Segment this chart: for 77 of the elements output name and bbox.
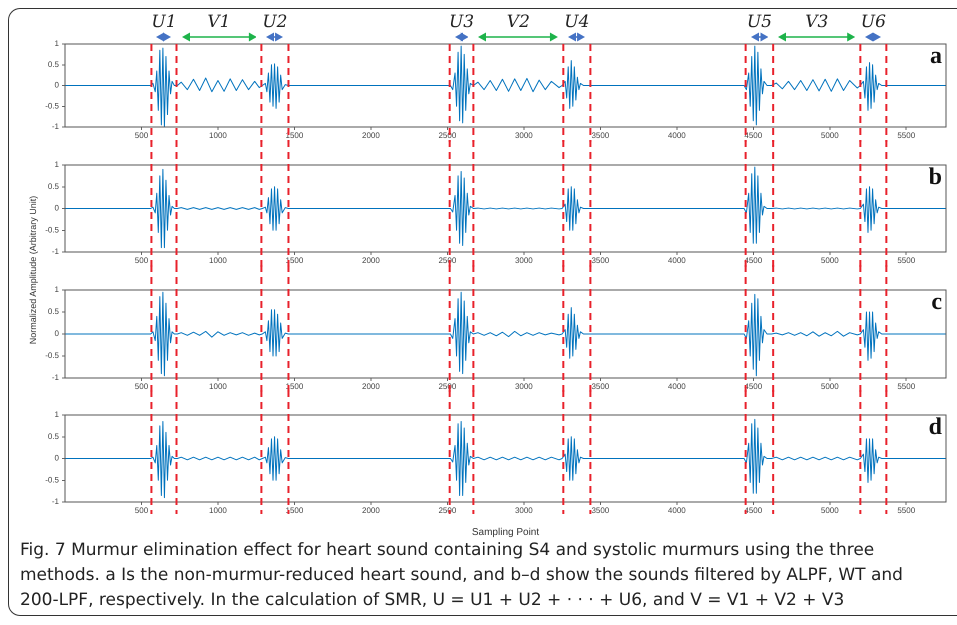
y-tick-label: 0.5 [48, 432, 60, 441]
y-tick-label: 1 [54, 410, 60, 420]
x-tick-label: 5000 [820, 382, 840, 392]
y-tick-label: -0.5 [45, 475, 60, 484]
text: U4 [564, 12, 590, 32]
x-tick-label: 4500 [744, 382, 763, 392]
x-tick-label: 500 [134, 131, 149, 140]
text: U6 [860, 12, 886, 32]
text: V2 [506, 12, 530, 32]
x-tick-label: 4000 [668, 256, 686, 266]
x-tick-label: 2000 [362, 256, 380, 266]
x-tick-label: 5000 [820, 506, 840, 516]
x-tick-label: 2000 [362, 506, 380, 516]
x-tick-label: 2500 [438, 382, 457, 392]
text: U3 [448, 12, 474, 32]
y-tick-label: -0.5 [45, 101, 60, 110]
x-tick-label: 4500 [744, 506, 763, 516]
x-tick-label: 1000 [209, 256, 228, 266]
annotation: c [931, 289, 942, 316]
x-tick-label: 2500 [438, 131, 457, 140]
y-tick-label: 1 [54, 160, 60, 170]
annotation: a [930, 43, 942, 70]
y-tick-label: 1 [54, 39, 60, 48]
y-axis-title: Normalized Amplitude (Arbitrary Unit) [28, 196, 38, 344]
text: V3 [805, 12, 828, 32]
x-tick-label: 2000 [362, 131, 380, 140]
y-tick-label: 0.5 [48, 60, 60, 69]
x-tick-label: 5500 [897, 382, 916, 392]
x-tick-label: 4000 [668, 506, 686, 516]
x-tick-label: 5000 [820, 256, 840, 266]
y-tick-label: -1 [52, 373, 60, 382]
annotation: b [928, 164, 942, 190]
x-tick-label: 4500 [744, 256, 763, 266]
y-tick-label: -0.5 [45, 351, 60, 360]
x-tick-label: 4000 [668, 131, 686, 140]
x-tick-label: 3000 [514, 382, 534, 392]
x-tick-label: 500 [134, 506, 149, 516]
y-tick-label: 1 [54, 285, 60, 294]
x-tick-label: 3000 [514, 256, 534, 266]
y-tick-label: 0 [54, 454, 60, 463]
y-tick-label: -1 [52, 497, 60, 506]
x-axis-title: Sampling Point [472, 526, 540, 538]
y-tick-label: 0 [54, 329, 60, 338]
x-tick-label: 5000 [820, 131, 840, 140]
x-tick-label: 2000 [362, 382, 380, 392]
caption: Fig. 7 Murmur elimination effect for heart sound containing S4 and systolic murmurs using the three methods. a Is the non-murmur-reduced heart sound, and b–d show the sounds filtered by ALPF, WT and 200-LPF, respectively. In the calculation of SMR, U = U1 + U2 + · · · + U6, and V = V1 + V2 + V3 [20, 539, 904, 612]
x-tick-label: 3500 [591, 382, 610, 392]
x-tick-label: 3000 [514, 131, 534, 140]
y-tick-label: 0.5 [48, 182, 60, 191]
x-tick-label: 5500 [897, 256, 916, 266]
x-tick-label: 4500 [744, 131, 763, 140]
x-tick-label: 3500 [591, 131, 610, 140]
x-tick-label: 1000 [209, 131, 228, 140]
text: U1 [151, 12, 177, 32]
x-tick-label: 5500 [897, 506, 916, 516]
x-tick-label: 500 [134, 256, 149, 266]
y-tick-label: -1 [52, 122, 60, 132]
y-tick-label: 0 [54, 80, 60, 90]
text: V1 [207, 12, 230, 32]
annotation: d [928, 414, 943, 440]
x-tick-label: 2500 [438, 506, 457, 516]
x-tick-label: 500 [134, 382, 149, 392]
text: U2 [262, 12, 288, 32]
x-tick-label: 3500 [591, 506, 610, 516]
x-tick-label: 3500 [591, 256, 610, 266]
x-tick-label: 1000 [209, 382, 228, 392]
text: U5 [746, 12, 772, 32]
x-tick-label: 2500 [438, 256, 457, 266]
x-tick-label: 1000 [209, 506, 228, 516]
y-tick-label: 0.5 [48, 307, 60, 316]
x-tick-label: 4000 [668, 382, 686, 392]
y-tick-label: -0.5 [45, 225, 60, 234]
y-tick-label: -1 [52, 247, 60, 256]
y-tick-label: 0 [54, 204, 60, 213]
x-tick-label: 5500 [897, 131, 916, 140]
x-tick-label: 1500 [286, 131, 304, 140]
x-tick-label: 3000 [514, 506, 534, 516]
